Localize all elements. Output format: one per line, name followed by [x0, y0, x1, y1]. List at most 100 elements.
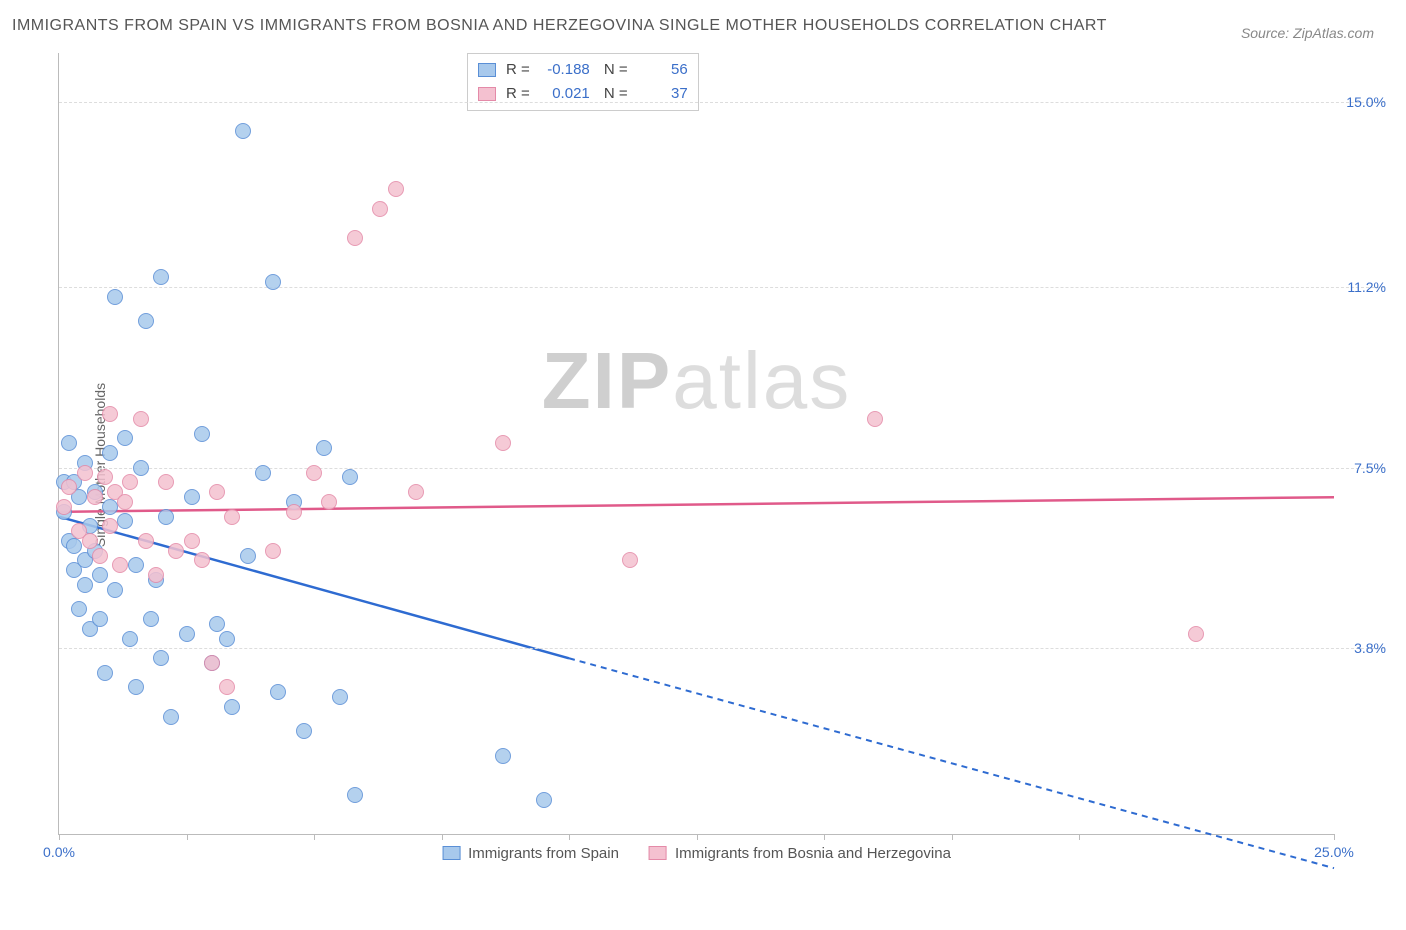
scatter-point	[102, 499, 118, 515]
legend-item: Immigrants from Bosnia and Herzegovina	[649, 845, 951, 862]
legend-n-0: 56	[638, 58, 688, 82]
plot-area: ZIPatlas R = -0.188 N = 56 R = 0.021 N =…	[58, 53, 1334, 835]
legend-swatch	[649, 846, 667, 860]
gridline-h	[59, 287, 1384, 288]
chart-header: IMMIGRANTS FROM SPAIN VS IMMIGRANTS FROM…	[12, 12, 1394, 41]
legend-swatch-1	[478, 87, 496, 101]
scatter-point	[1188, 626, 1204, 642]
scatter-point	[112, 557, 128, 573]
legend-label: Immigrants from Bosnia and Herzegovina	[675, 845, 951, 862]
scatter-point	[536, 792, 552, 808]
scatter-point	[153, 650, 169, 666]
scatter-point	[128, 679, 144, 695]
scatter-point	[107, 289, 123, 305]
scatter-point	[270, 684, 286, 700]
scatter-point	[128, 557, 144, 573]
scatter-point	[87, 489, 103, 505]
legend-swatch	[442, 846, 460, 860]
scatter-point	[184, 533, 200, 549]
scatter-point	[82, 533, 98, 549]
chart-title: IMMIGRANTS FROM SPAIN VS IMMIGRANTS FROM…	[12, 12, 1107, 41]
scatter-point	[148, 567, 164, 583]
scatter-point	[122, 631, 138, 647]
scatter-point	[316, 440, 332, 456]
scatter-point	[255, 465, 271, 481]
scatter-point	[71, 601, 87, 617]
scatter-point	[219, 679, 235, 695]
scatter-point	[209, 484, 225, 500]
scatter-point	[219, 631, 235, 647]
x-tick	[314, 834, 315, 840]
x-tick	[697, 834, 698, 840]
scatter-point	[265, 543, 281, 559]
scatter-point	[204, 655, 220, 671]
scatter-point	[92, 548, 108, 564]
x-tick	[442, 834, 443, 840]
y-tick-label: 7.5%	[1354, 460, 1386, 476]
scatter-point	[622, 552, 638, 568]
scatter-point	[122, 474, 138, 490]
x-tick	[59, 834, 60, 840]
scatter-point	[388, 181, 404, 197]
scatter-point	[102, 445, 118, 461]
scatter-point	[163, 709, 179, 725]
scatter-point	[209, 616, 225, 632]
scatter-point	[495, 748, 511, 764]
x-tick	[569, 834, 570, 840]
gridline-h	[59, 102, 1384, 103]
scatter-point	[158, 509, 174, 525]
x-tick	[1079, 834, 1080, 840]
scatter-point	[296, 723, 312, 739]
scatter-point	[133, 411, 149, 427]
scatter-point	[286, 504, 302, 520]
scatter-point	[97, 469, 113, 485]
scatter-point	[321, 494, 337, 510]
legend-stats-row-0: R = -0.188 N = 56	[478, 58, 688, 82]
scatter-point	[153, 269, 169, 285]
scatter-point	[347, 230, 363, 246]
legend-r-0: -0.188	[540, 58, 590, 82]
scatter-point	[408, 484, 424, 500]
scatter-point	[179, 626, 195, 642]
chart-container: Single Mother Households ZIPatlas R = -0…	[12, 45, 1394, 885]
scatter-point	[342, 469, 358, 485]
scatter-point	[102, 406, 118, 422]
scatter-point	[117, 430, 133, 446]
scatter-point	[347, 787, 363, 803]
scatter-point	[61, 479, 77, 495]
x-tick	[824, 834, 825, 840]
scatter-point	[158, 474, 174, 490]
scatter-point	[168, 543, 184, 559]
x-tick	[952, 834, 953, 840]
scatter-point	[138, 313, 154, 329]
scatter-point	[77, 577, 93, 593]
scatter-point	[240, 548, 256, 564]
scatter-point	[61, 435, 77, 451]
x-tick-label: 0.0%	[43, 844, 75, 860]
y-tick-label: 11.2%	[1347, 279, 1386, 295]
scatter-point	[77, 465, 93, 481]
legend-swatch-0	[478, 63, 496, 77]
scatter-point	[235, 123, 251, 139]
gridline-h	[59, 648, 1384, 649]
x-tick-label: 25.0%	[1314, 844, 1354, 860]
scatter-point	[194, 426, 210, 442]
scatter-point	[97, 665, 113, 681]
scatter-point	[495, 435, 511, 451]
scatter-point	[56, 499, 72, 515]
scatter-point	[117, 494, 133, 510]
scatter-point	[117, 513, 133, 529]
scatter-point	[306, 465, 322, 481]
scatter-point	[143, 611, 159, 627]
legend-label: Immigrants from Spain	[468, 845, 619, 862]
scatter-point	[138, 533, 154, 549]
trend-lines	[59, 53, 1334, 834]
scatter-point	[107, 582, 123, 598]
scatter-point	[265, 274, 281, 290]
legend-series: Immigrants from Spain Immigrants from Bos…	[442, 845, 951, 862]
scatter-point	[867, 411, 883, 427]
y-tick-label: 3.8%	[1354, 640, 1386, 656]
scatter-point	[332, 689, 348, 705]
scatter-point	[102, 518, 118, 534]
y-tick-label: 15.0%	[1346, 94, 1386, 110]
